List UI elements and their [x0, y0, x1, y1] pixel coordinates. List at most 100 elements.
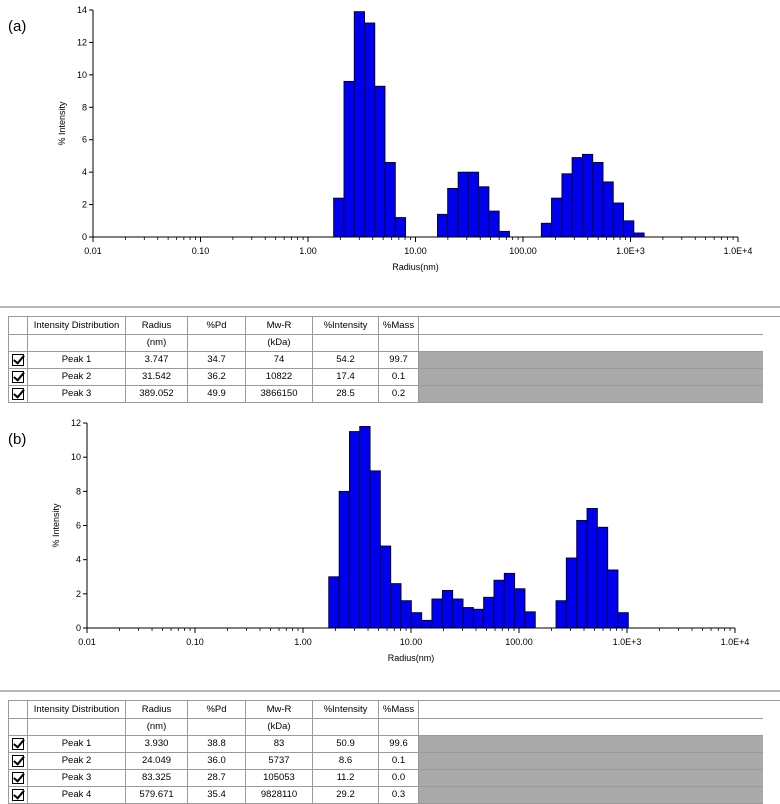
unit-cell	[187, 718, 246, 736]
table-cell: 579.671	[125, 786, 188, 804]
bar	[540, 222, 553, 238]
table-cell: 0.1	[378, 368, 419, 386]
table-row: Peak 1 3.930 38.8 83 50.9 99.6	[9, 735, 763, 753]
column-header: %Intensity	[312, 317, 379, 335]
table-cell: 24.049	[125, 752, 188, 770]
bar	[551, 197, 563, 238]
table-cell: 38.8	[187, 735, 246, 753]
y-tick-label: 0	[76, 623, 81, 633]
column-header: Intensity Distribution	[27, 701, 126, 719]
checkbox-checked-icon[interactable]	[12, 387, 24, 400]
unit-cell: (nm)	[125, 334, 188, 352]
bar	[524, 611, 536, 629]
y-tick-label: 10	[71, 452, 81, 462]
y-axis-label: % Intensity	[51, 503, 61, 548]
bar	[343, 80, 355, 238]
bar	[394, 217, 407, 238]
table-header-row: Intensity Distribution Radius %Pd Mw-R %Inte…	[9, 317, 763, 335]
unit-cell	[27, 718, 126, 736]
results-table-b: Intensity Distribution Radius %Pd Mw-R %Inte…	[9, 701, 763, 804]
bar	[617, 612, 629, 629]
y-tick-label: 4	[76, 555, 81, 565]
y-axis-label: % Intensity	[57, 101, 67, 146]
unit-cell	[312, 334, 379, 352]
bar	[503, 572, 516, 629]
results-table-a: Intensity Distribution Radius %Pd Mw-R %Inte…	[9, 317, 763, 403]
column-header: Mw-R	[245, 317, 313, 335]
bar	[576, 519, 588, 629]
row-checkbox-cell	[9, 368, 28, 386]
x-tick-label: 1.0E+4	[724, 246, 753, 256]
table-cell: Peak 1	[27, 351, 126, 369]
bar	[452, 598, 464, 629]
bars-group	[333, 11, 645, 238]
panel-label-b: (b)	[8, 431, 27, 448]
bar	[379, 545, 392, 629]
results-table-a-container: Intensity Distribution Radius %Pd Mw-R %Inte…	[0, 306, 780, 414]
corner-cell	[9, 317, 28, 335]
bar	[596, 526, 609, 629]
checkbox-checked-icon[interactable]	[12, 771, 24, 784]
checkbox-checked-icon[interactable]	[12, 754, 24, 767]
bar	[390, 583, 402, 629]
x-tick-label: 1.0E+3	[616, 246, 645, 256]
table-cell: 35.4	[187, 786, 246, 804]
filler-cell	[418, 701, 763, 719]
table-cell: 3.930	[125, 735, 188, 753]
y-tick-label: 4	[82, 167, 87, 177]
y-tick-label: 2	[76, 589, 81, 599]
results-table-b-container: Intensity Distribution Radius %Pd Mw-R %Inte…	[0, 690, 780, 804]
row-checkbox-cell	[9, 752, 28, 770]
column-header: Radius	[125, 701, 188, 719]
x-axis-label: Radius(nm)	[392, 262, 439, 272]
table-cell: 3.747	[125, 351, 188, 369]
table-units-row: (nm) (kDa)	[9, 718, 763, 736]
intensity-chart-a: 0 2 4 6 8 10 12 14 0.01 0.10 1.00 10.00 100.00 1.0E+3…	[57, 5, 753, 272]
bar	[328, 576, 340, 629]
table-row: Peak 2 31.542 36.2 10822 17.4 0.1	[9, 368, 763, 386]
column-header: Radius	[125, 317, 188, 335]
bar	[353, 11, 365, 238]
bar	[488, 210, 500, 238]
y-tick-label: 8	[76, 486, 81, 496]
bar	[437, 213, 449, 238]
intensity-chart-b: 0 2 4 6 8 10 12 0.01 0.10 1.00 10.00 100.00 1.0E+3 1.…	[51, 418, 749, 663]
y-tick-label: 2	[82, 200, 87, 210]
y-tick-label: 6	[76, 521, 81, 531]
bar	[333, 197, 345, 238]
checkbox-checked-icon[interactable]	[12, 370, 24, 383]
bar	[586, 508, 598, 629]
checkbox-checked-icon[interactable]	[12, 353, 24, 366]
bar	[364, 22, 376, 238]
table-row: Peak 1 3.747 34.7 74 54.2 99.7	[9, 351, 763, 369]
row-checkbox-cell	[9, 769, 28, 787]
column-header: %Mass	[378, 701, 419, 719]
unit-cell: (nm)	[125, 718, 188, 736]
bar	[514, 588, 526, 629]
bar	[493, 579, 505, 629]
checkbox-checked-icon[interactable]	[12, 788, 24, 801]
bar	[359, 426, 371, 629]
bar	[441, 590, 454, 629]
x-tick-label: 10.00	[404, 246, 427, 256]
bar	[483, 596, 495, 629]
bar	[447, 187, 459, 238]
gray-filler-cell	[418, 752, 763, 770]
table-cell: 0.0	[378, 769, 419, 787]
table-cell: 50.9	[312, 735, 379, 753]
table-cell: Peak 1	[27, 735, 126, 753]
bar	[478, 186, 490, 238]
table-cell: Peak 4	[27, 786, 126, 804]
row-checkbox-cell	[9, 351, 28, 369]
filler-cell	[418, 718, 763, 736]
x-tick-label: 0.01	[84, 246, 102, 256]
bar	[612, 202, 625, 238]
x-axis-label: Radius(nm)	[388, 653, 435, 663]
table-cell: 28.7	[187, 769, 246, 787]
table-cell: 0.2	[378, 385, 419, 403]
column-header: %Mass	[378, 317, 419, 335]
checkbox-checked-icon[interactable]	[12, 737, 24, 750]
bar	[498, 230, 510, 238]
table-cell: 9828110	[245, 786, 313, 804]
table-cell: 17.4	[312, 368, 379, 386]
